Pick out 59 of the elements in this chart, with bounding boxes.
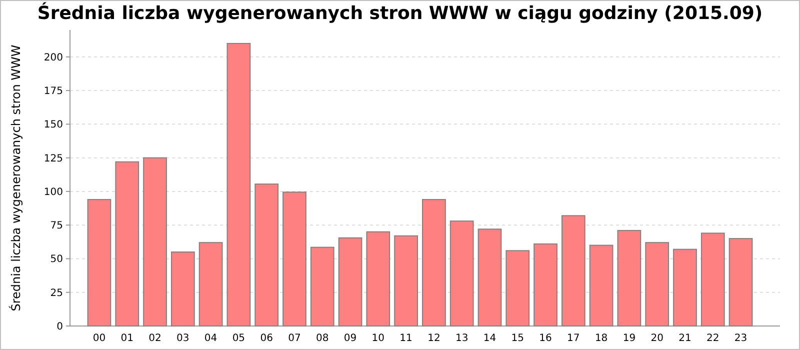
x-tick-label: 17 (567, 333, 580, 344)
x-tick-label: 14 (483, 333, 496, 344)
x-tick-label: 02 (148, 333, 162, 344)
x-tick-label: 04 (204, 333, 218, 344)
bar (282, 192, 306, 326)
x-tick-label: 21 (678, 333, 692, 344)
y-axis-title: Średnia liczba wygenerowanych stron WWW (8, 44, 23, 312)
bar (226, 42, 251, 326)
bar (87, 199, 112, 326)
chart-title: Średnia liczba wygenerowanych stron WWW w ciągu godziny (2015.09) (37, 2, 763, 24)
x-tick-label: 12 (428, 333, 440, 344)
bar (506, 250, 530, 326)
bar (422, 199, 446, 326)
bar (700, 232, 725, 326)
bar (310, 246, 334, 326)
x-tick-label: 13 (455, 333, 468, 344)
bar (254, 184, 279, 326)
x-tick-label: 00 (92, 333, 106, 344)
x-tick-label: 23 (734, 333, 748, 344)
y-tick-label: 125 (44, 153, 63, 164)
y-tick-label: 175 (44, 86, 63, 98)
bar (115, 161, 140, 326)
x-tick-label: 06 (260, 333, 273, 344)
bar (143, 157, 167, 326)
x-tick-label: 19 (622, 333, 636, 344)
bar (170, 252, 195, 326)
x-tick-label: 01 (120, 333, 134, 344)
bar (617, 230, 642, 326)
x-tick-label: 09 (344, 333, 357, 344)
x-tick-label: 10 (372, 333, 385, 344)
y-tick-label: 50 (50, 254, 63, 266)
x-tick-label: 16 (539, 333, 552, 344)
y-tick-label: 75 (50, 220, 63, 232)
bar (338, 237, 362, 326)
bar (450, 220, 474, 326)
bar (589, 244, 614, 326)
bar (198, 242, 223, 326)
x-tick-label: 05 (232, 333, 246, 344)
y-tick-label: 25 (50, 288, 63, 299)
bar (394, 235, 418, 326)
x-tick-label: 11 (400, 333, 412, 344)
y-tick-label: 0 (56, 322, 63, 332)
bar (366, 231, 390, 326)
x-tick-label: 18 (594, 333, 608, 344)
x-tick-label: 20 (650, 333, 664, 344)
bar (561, 215, 586, 326)
y-tick-label: 200 (44, 52, 63, 64)
bar (728, 238, 753, 326)
bar (645, 242, 670, 326)
x-tick-label: 15 (511, 333, 524, 344)
x-tick-label: 07 (288, 333, 301, 344)
x-tick-label: 08 (316, 333, 329, 344)
bar (534, 243, 558, 326)
x-tick-label: 03 (176, 333, 190, 344)
bar (478, 228, 502, 326)
x-tick-label: 22 (706, 333, 720, 344)
bar (673, 248, 697, 326)
y-tick-label: 100 (44, 186, 63, 198)
y-tick-label: 150 (44, 120, 63, 131)
